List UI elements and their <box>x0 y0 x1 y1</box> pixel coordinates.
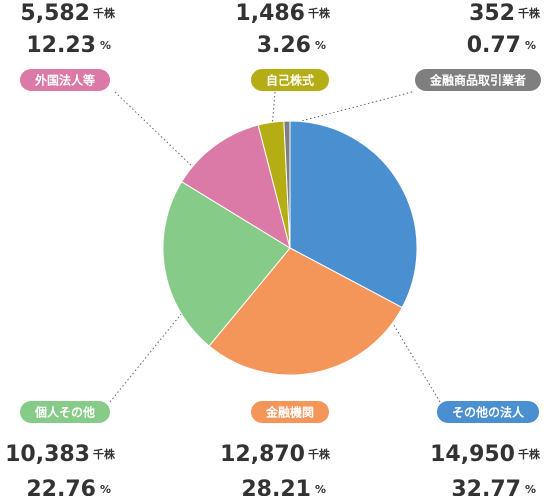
share-value: 10,383 <box>5 442 90 467</box>
percent-unit: % <box>525 483 536 496</box>
share-unit: 千株 <box>93 447 116 461</box>
percent-value: 22.76 <box>26 477 96 496</box>
legend-badge: 個人その他 <box>19 401 111 423</box>
percent-unit: % <box>100 483 111 496</box>
share-unit: 千株 <box>518 447 541 461</box>
leader-line <box>109 307 187 403</box>
pie-slice <box>283 120 291 249</box>
leader-line <box>289 91 413 125</box>
percent-value: 28.21 <box>241 477 311 496</box>
share-unit: 千株 <box>308 6 331 20</box>
pie <box>162 120 418 376</box>
share-label: 352 千株 <box>469 1 541 26</box>
share-label: 10,383 千株 <box>5 442 116 467</box>
share-value: 1,486 <box>235 1 305 26</box>
legend-label: 個人その他 <box>34 405 95 420</box>
share-label: 14,950 千株 <box>430 442 541 467</box>
legend-label: 金融機関 <box>265 405 314 420</box>
percent-value: 32.77 <box>451 477 521 496</box>
share-value: 5,582 <box>20 1 90 26</box>
badge-pill <box>250 69 330 91</box>
percent-unit: % <box>315 483 326 496</box>
leader-line <box>391 321 441 403</box>
badge-pill <box>436 401 540 423</box>
percent-value: 0.77 <box>467 33 521 58</box>
legend-badge: その他の法人 <box>436 401 540 423</box>
percent-unit: % <box>100 39 111 52</box>
percent-value: 12.23 <box>26 33 96 58</box>
percent-label: 22.76% <box>26 477 111 496</box>
percent-label: 12.23% <box>26 33 111 58</box>
badge-pill <box>250 401 330 423</box>
percent-label: 3.26% <box>257 33 326 58</box>
pie-slice <box>162 181 291 347</box>
percent-value: 3.26 <box>257 33 311 58</box>
leader-lines <box>109 91 441 403</box>
percent-label: 28.21% <box>241 477 326 496</box>
pie-slice <box>289 120 418 309</box>
share-value: 352 <box>469 1 515 26</box>
badge-pill <box>19 401 111 423</box>
legend-label: 自己株式 <box>266 73 314 88</box>
share-label: 5,582 千株 <box>20 1 116 26</box>
legend-label: その他の法人 <box>452 405 525 420</box>
percent-unit: % <box>315 39 326 52</box>
share-label: 1,486 千株 <box>235 1 331 26</box>
percent-label: 0.77% <box>467 33 536 58</box>
legend-badge: 金融機関 <box>250 401 330 423</box>
legend-badge: 自己株式 <box>250 69 330 91</box>
share-unit: 千株 <box>518 6 541 20</box>
percent-unit: % <box>525 39 536 52</box>
pie-slice <box>208 247 403 376</box>
badge-pill <box>19 69 111 91</box>
leader-line <box>114 91 199 173</box>
pie-slice <box>180 124 291 250</box>
share-label: 12,870 千株 <box>220 442 331 467</box>
share-unit: 千株 <box>93 6 116 20</box>
legend-label: 外国法人等 <box>35 73 95 88</box>
share-unit: 千株 <box>308 447 331 461</box>
percent-label: 32.77% <box>451 477 536 496</box>
legend-badge: 金融商品取引業者 <box>414 69 542 91</box>
badge-pill <box>414 69 542 91</box>
legend-badge: 外国法人等 <box>19 69 111 91</box>
share-value: 14,950 <box>430 442 515 467</box>
legend-label: 金融商品取引業者 <box>429 73 526 88</box>
share-value: 12,870 <box>220 442 305 467</box>
